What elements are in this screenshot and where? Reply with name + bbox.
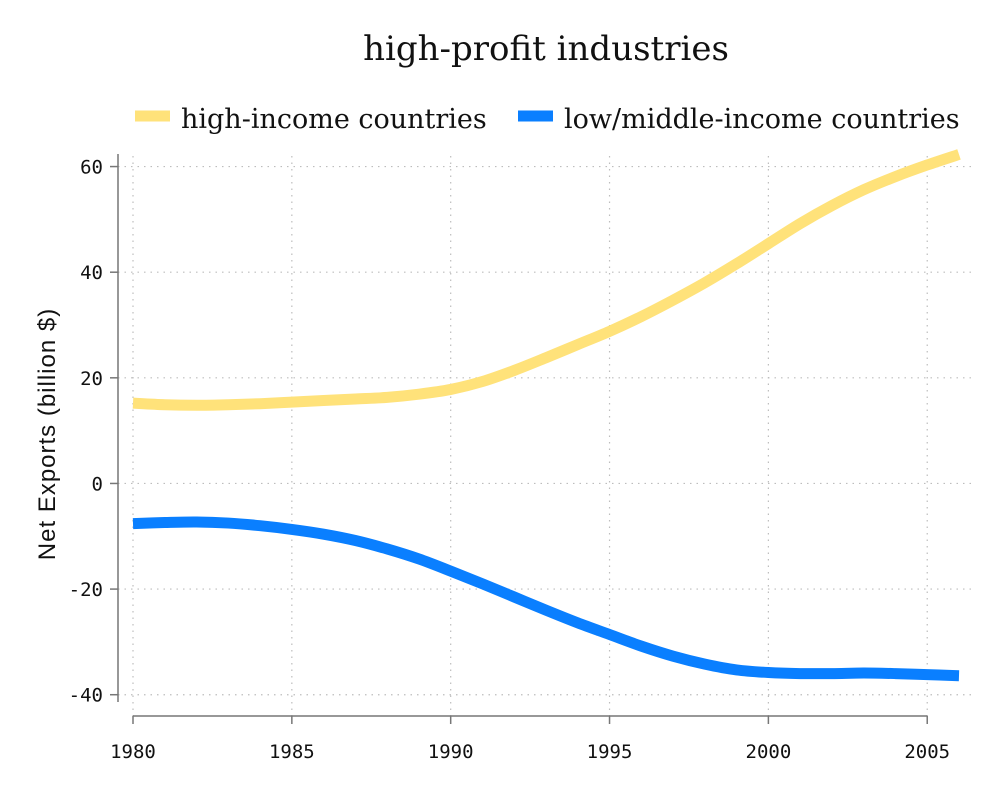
y-tick-label: -40 [69,685,103,707]
x-tick-label: 2005 [904,741,950,763]
series-layer [132,149,961,682]
x-tick-label: 1995 [587,741,633,763]
series-line-high-income [132,149,961,411]
x-tick-label: 1980 [110,741,156,763]
x-tick-label: 2000 [746,741,792,763]
legend-label-low-middle-income: low/middle-income countries [564,104,960,135]
y-tick-label: 60 [80,157,103,179]
x-tick-label: 1985 [269,741,315,763]
series-line-low-middle-income [132,516,960,682]
y-tick-label: 0 [92,473,103,495]
legend-label-high-income: high-income countries [181,104,487,135]
axes: -40 -20 0 20 40 60 1980 1985 1990 1995 2000 2005 [69,154,950,763]
grid-lines [118,156,975,716]
chart-title: high-profit industries [363,29,729,69]
y-tick-label: 40 [80,262,103,284]
y-tick-label: -20 [69,579,103,601]
y-axis-title: Net Exports (billion $) [34,308,61,560]
y-tick-label: 20 [80,368,103,390]
x-tick-label: 1990 [428,741,474,763]
legend: high-income countries low/middle-income … [135,104,960,135]
